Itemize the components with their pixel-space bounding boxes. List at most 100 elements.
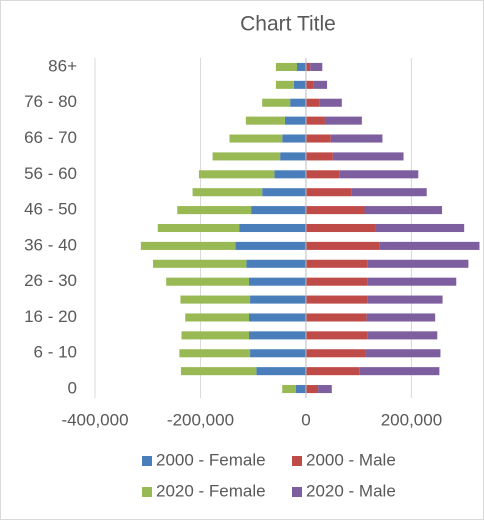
bar	[262, 98, 291, 107]
bar	[177, 206, 252, 215]
bar	[305, 206, 365, 215]
bar	[305, 188, 352, 197]
bar	[256, 367, 306, 376]
legend-label: 2000 - Female	[156, 450, 266, 469]
bar	[262, 188, 306, 197]
x-tick-label: 0	[301, 410, 310, 429]
bar	[305, 313, 367, 322]
bar	[367, 277, 457, 286]
bar	[305, 277, 368, 286]
bar	[290, 98, 306, 107]
bar	[250, 349, 306, 358]
bar	[295, 385, 306, 394]
bar	[296, 62, 306, 71]
bar	[305, 259, 368, 268]
bar	[249, 277, 306, 286]
bar	[275, 80, 294, 89]
y-tick-label: 86+	[48, 56, 77, 75]
bar	[282, 134, 306, 143]
bar	[305, 80, 314, 89]
bar	[313, 80, 328, 89]
bar	[185, 313, 249, 322]
bar	[305, 116, 325, 125]
legend-swatch	[142, 456, 152, 466]
legend-swatch	[142, 487, 152, 497]
bar	[305, 349, 366, 358]
bar	[366, 313, 436, 322]
bar	[310, 62, 323, 71]
bar	[180, 367, 257, 376]
bar	[364, 206, 443, 215]
legend-label: 2020 - Female	[156, 481, 266, 500]
chart-title: Chart Title	[240, 13, 336, 36]
bar	[251, 206, 306, 215]
bar	[229, 134, 283, 143]
bar	[332, 152, 404, 161]
bar	[212, 152, 281, 161]
legend-label: 2000 - Male	[306, 450, 396, 469]
bar	[280, 152, 306, 161]
bar	[181, 331, 249, 340]
y-tick-label: 56 - 60	[24, 164, 77, 183]
bar	[245, 116, 285, 125]
bar	[305, 152, 333, 161]
x-tick-label: -400,000	[61, 410, 128, 429]
x-tick-label: -200,000	[167, 410, 234, 429]
bar	[179, 349, 251, 358]
bar	[367, 295, 443, 304]
bar	[305, 62, 311, 71]
bar	[359, 367, 440, 376]
y-tick-label: 0	[68, 379, 77, 398]
y-tick-label: 66 - 70	[24, 128, 77, 147]
bar	[275, 62, 297, 71]
bar	[249, 331, 306, 340]
y-tick-label: 6 - 10	[34, 343, 77, 362]
bar	[192, 188, 263, 197]
bar	[166, 277, 249, 286]
bar	[339, 170, 419, 179]
legend-swatch	[292, 456, 302, 466]
bar	[367, 259, 469, 268]
y-tick-label: 46 - 50	[24, 200, 77, 219]
bar	[305, 223, 376, 233]
bar	[274, 170, 306, 179]
bar	[198, 170, 275, 179]
bar	[282, 385, 296, 394]
bar	[367, 331, 438, 340]
y-tick-label: 26 - 30	[24, 271, 77, 290]
bar	[239, 223, 306, 233]
bar	[305, 367, 360, 376]
bar	[379, 241, 480, 250]
bar	[249, 313, 306, 322]
bar	[305, 241, 380, 250]
y-tick-label: 16 - 20	[24, 307, 77, 326]
bar	[375, 223, 465, 233]
bar	[305, 385, 319, 394]
legend-swatch	[292, 487, 302, 497]
y-tick-label: 36 - 40	[24, 235, 77, 254]
bar	[305, 170, 340, 179]
y-tick-label: 76 - 80	[24, 92, 77, 111]
bar	[305, 331, 368, 340]
bar	[246, 259, 306, 268]
bar	[235, 241, 306, 250]
bar	[324, 116, 362, 125]
bar	[250, 295, 306, 304]
bar	[157, 223, 240, 233]
legend-label: 2020 - Male	[306, 481, 396, 500]
bar	[284, 116, 306, 125]
bar	[153, 259, 247, 268]
bar	[180, 295, 251, 304]
bar	[318, 385, 332, 394]
bar	[305, 295, 368, 304]
bar	[330, 134, 383, 143]
bar	[305, 134, 331, 143]
bar	[319, 98, 342, 107]
x-tick-label: 200,000	[381, 410, 442, 429]
bar	[140, 241, 236, 250]
bar	[351, 188, 427, 197]
bar	[365, 349, 441, 358]
bar	[293, 80, 306, 89]
bar	[305, 98, 320, 107]
